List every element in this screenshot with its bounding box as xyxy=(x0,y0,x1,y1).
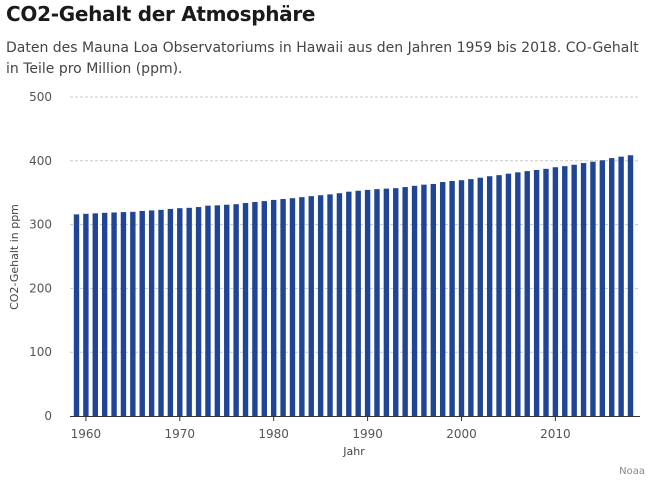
bar-2018 xyxy=(627,155,634,416)
y-tick-label: 400 xyxy=(29,154,52,168)
bar-1970 xyxy=(177,208,183,416)
bar-1963 xyxy=(111,212,117,416)
bar-2015 xyxy=(599,160,606,416)
bar-1990 xyxy=(364,189,371,416)
y-tick-label: 0 xyxy=(44,409,52,423)
source-credit: Noaa xyxy=(619,466,645,477)
bar-1982 xyxy=(289,198,296,416)
bar-1971 xyxy=(186,207,192,416)
bar-1976 xyxy=(233,204,239,416)
bar-1973 xyxy=(205,205,211,416)
bar-1989 xyxy=(355,190,361,416)
x-tick-label: 1960 xyxy=(71,427,102,441)
bar-1999 xyxy=(449,180,455,416)
y-tick-label: 300 xyxy=(29,218,52,232)
chart-subtitle: Daten des Mauna Loa Observatoriums in Ha… xyxy=(6,40,639,77)
y-axis-ticks: 0 100 200 300 400 500 xyxy=(29,90,52,423)
x-tick-label: 2010 xyxy=(540,427,571,441)
bar-1994 xyxy=(402,187,408,416)
bar-1997 xyxy=(430,183,437,416)
chart-title: CO2-Gehalt der Atmosphäre xyxy=(6,2,316,26)
bar-1988 xyxy=(346,191,352,416)
bar-2008 xyxy=(533,169,540,416)
bar-1996 xyxy=(421,184,427,416)
bar-1985 xyxy=(317,195,324,416)
bar-1987 xyxy=(336,193,343,416)
bar-2017 xyxy=(618,156,624,416)
bar-2000 xyxy=(458,180,465,416)
x-axis-ticks: 1960 1970 1980 1990 2000 2010 xyxy=(71,416,571,441)
bar-1980 xyxy=(270,199,277,416)
bar-1995 xyxy=(411,185,418,416)
x-axis-title: Jahr xyxy=(342,445,365,458)
bar-1972 xyxy=(195,207,202,416)
bar-2005 xyxy=(505,173,512,416)
bar-1961 xyxy=(92,213,98,416)
bar-1967 xyxy=(148,210,155,416)
bar-1981 xyxy=(280,199,286,416)
x-tick-label: 1990 xyxy=(352,427,383,441)
bar-1962 xyxy=(101,212,108,416)
bars xyxy=(73,155,634,416)
bar-2016 xyxy=(609,158,615,416)
bar-1959 xyxy=(73,214,80,416)
bar-2012 xyxy=(571,164,577,416)
bar-2011 xyxy=(562,166,568,416)
bar-1975 xyxy=(224,204,230,416)
bar-2004 xyxy=(496,175,502,416)
bar-1984 xyxy=(308,196,314,416)
y-axis-title: CO2-Gehalt in ppm xyxy=(8,204,21,310)
bar-2014 xyxy=(590,161,596,416)
bar-1992 xyxy=(383,188,390,416)
bar-1979 xyxy=(261,201,267,416)
bar-1993 xyxy=(393,188,399,416)
x-tick-label: 1970 xyxy=(165,427,196,441)
bar-1998 xyxy=(440,182,446,416)
y-tick-label: 100 xyxy=(29,345,52,359)
bar-1974 xyxy=(214,205,221,416)
bar-1965 xyxy=(130,211,136,416)
bar-2001 xyxy=(468,179,474,416)
x-tick-label: 1980 xyxy=(258,427,289,441)
bar-2009 xyxy=(543,168,549,416)
bar-2010 xyxy=(552,167,559,416)
y-tick-label: 200 xyxy=(29,281,52,295)
bar-1968 xyxy=(158,209,164,416)
bar-2007 xyxy=(524,171,530,416)
bar-1986 xyxy=(327,194,333,416)
bar-1964 xyxy=(120,212,127,416)
bar-2006 xyxy=(515,172,521,416)
bar-1978 xyxy=(252,202,258,416)
bar-1960 xyxy=(83,213,89,416)
bar-2002 xyxy=(477,177,483,416)
bar-1966 xyxy=(139,210,145,416)
bar-2013 xyxy=(580,163,587,416)
bar-2003 xyxy=(486,176,493,416)
x-tick-label: 2000 xyxy=(446,427,477,441)
bar-1983 xyxy=(299,197,305,416)
bar-1991 xyxy=(374,189,380,416)
gridlines xyxy=(70,96,640,417)
bar-1969 xyxy=(167,208,174,416)
bar-1977 xyxy=(242,203,249,416)
y-tick-label: 500 xyxy=(29,90,52,104)
